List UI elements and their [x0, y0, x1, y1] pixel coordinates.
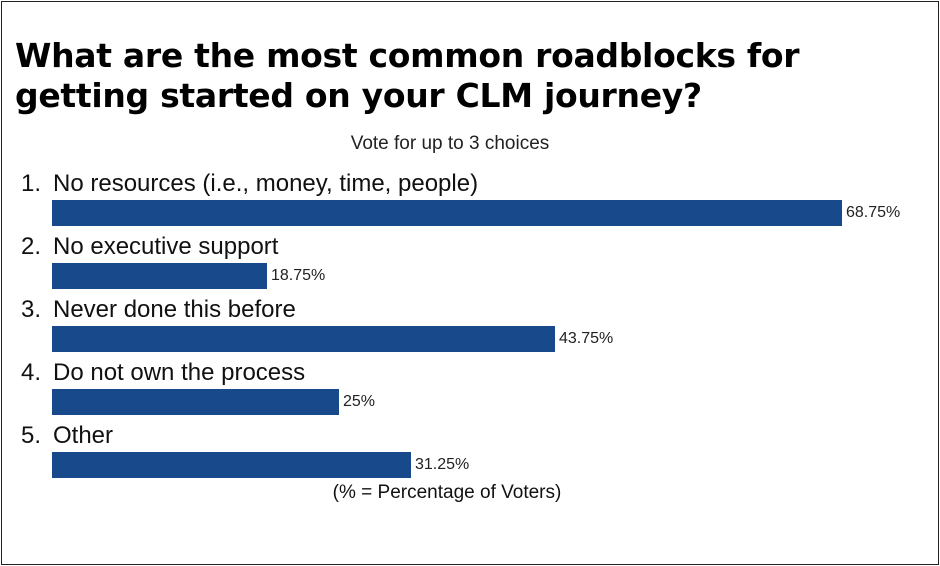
bar: [52, 326, 555, 352]
option-number: 3.: [21, 296, 42, 323]
option-label: No resources (i.e., money, time, people): [53, 170, 479, 197]
chart-footnote: (% = Percentage of Voters): [332, 482, 562, 503]
option-number: 2.: [21, 233, 42, 260]
option-number: 5.: [21, 422, 42, 449]
option-number: 4.: [21, 359, 42, 386]
bar: [52, 200, 842, 226]
bar-value-label: 31.25%: [415, 456, 470, 473]
bar: [52, 263, 267, 289]
bar-value-label: 68.75%: [846, 204, 901, 221]
bar-value-label: 43.75%: [559, 330, 614, 347]
option-label: Do not own the process: [53, 359, 306, 386]
bar-value-label: 25%: [343, 393, 376, 410]
option-number: 1.: [21, 170, 42, 197]
chart-subtitle: Vote for up to 3 choices: [350, 133, 550, 154]
chart-title: What are the most common roadblocks for …: [15, 36, 800, 115]
option-label: No executive support: [53, 233, 279, 260]
bar: [52, 389, 339, 415]
bar-value-label: 18.75%: [271, 267, 326, 284]
option-label: Other: [53, 422, 114, 449]
bar: [52, 452, 411, 478]
option-label: Never done this before: [53, 296, 296, 323]
